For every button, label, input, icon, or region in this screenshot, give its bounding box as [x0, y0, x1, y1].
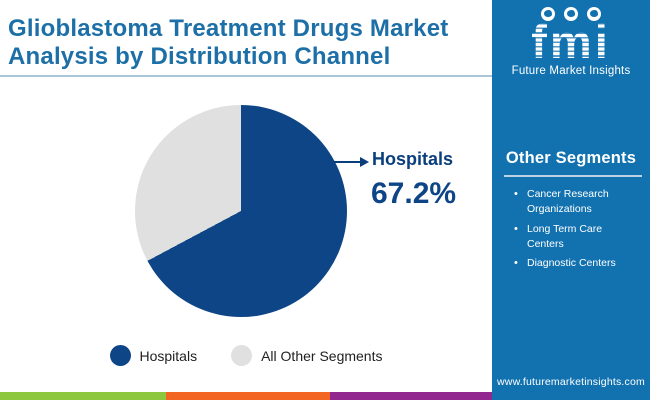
callout-value: 67.2%: [371, 177, 457, 210]
list-item: Cancer Research Organizations: [514, 187, 624, 217]
footer-bar-purple: [330, 392, 492, 400]
legend-dot-hospitals: [109, 345, 131, 366]
legend-label: Hospitals: [139, 347, 198, 364]
chart-legend: Hospitals All Other Segments: [0, 345, 492, 366]
legend-item-other-segments: All Other Segments: [231, 345, 382, 366]
list-item-label: Long Term Care Centers: [527, 222, 603, 250]
header: Glioblastoma Treatment Drugs Market Anal…: [0, 0, 492, 77]
logo-globes: [492, 7, 650, 22]
footer-color-bar: [0, 392, 492, 400]
pie-chart: [135, 105, 347, 317]
legend-dot-other-segments: [231, 345, 253, 366]
callout-arrow-icon: [360, 157, 369, 167]
panel-title: Other Segments: [505, 149, 637, 168]
legend-item-hospitals: Hospitals: [109, 345, 198, 366]
callout-arrow-line: [334, 161, 362, 163]
footer-bar-orange: [166, 392, 330, 400]
list-item-label: Cancer Research Organizations: [527, 188, 609, 216]
legend-label: All Other Segments: [261, 347, 383, 364]
logo-tagline: Future Market Insights: [511, 65, 631, 78]
website-link[interactable]: www.futuremarketinsights.com: [497, 376, 645, 388]
other-segments-panel: Other Segments Cancer Research Organizat…: [492, 149, 650, 272]
fmi-logo: fmi Future Market Insights: [492, 0, 650, 77]
callout-label: Hospitals: [372, 149, 454, 169]
list-item: Long Term Care Centers: [514, 222, 624, 252]
list-item-label: Diagnostic Centers: [527, 257, 616, 270]
logo-text: fmi: [492, 18, 650, 65]
footer-bar-green: [0, 392, 166, 400]
globe-icon: [541, 7, 555, 21]
page-title: Glioblastoma Treatment Drugs Market Anal…: [8, 15, 449, 71]
panel-list: Cancer Research Organizations Long Term …: [514, 187, 644, 272]
globe-icon: [564, 7, 578, 21]
sidebar: fmi Future Market Insights Other Segment…: [492, 0, 650, 400]
list-item: Diagnostic Centers: [514, 256, 624, 272]
panel-divider: [504, 175, 642, 178]
globe-icon: [587, 7, 601, 21]
